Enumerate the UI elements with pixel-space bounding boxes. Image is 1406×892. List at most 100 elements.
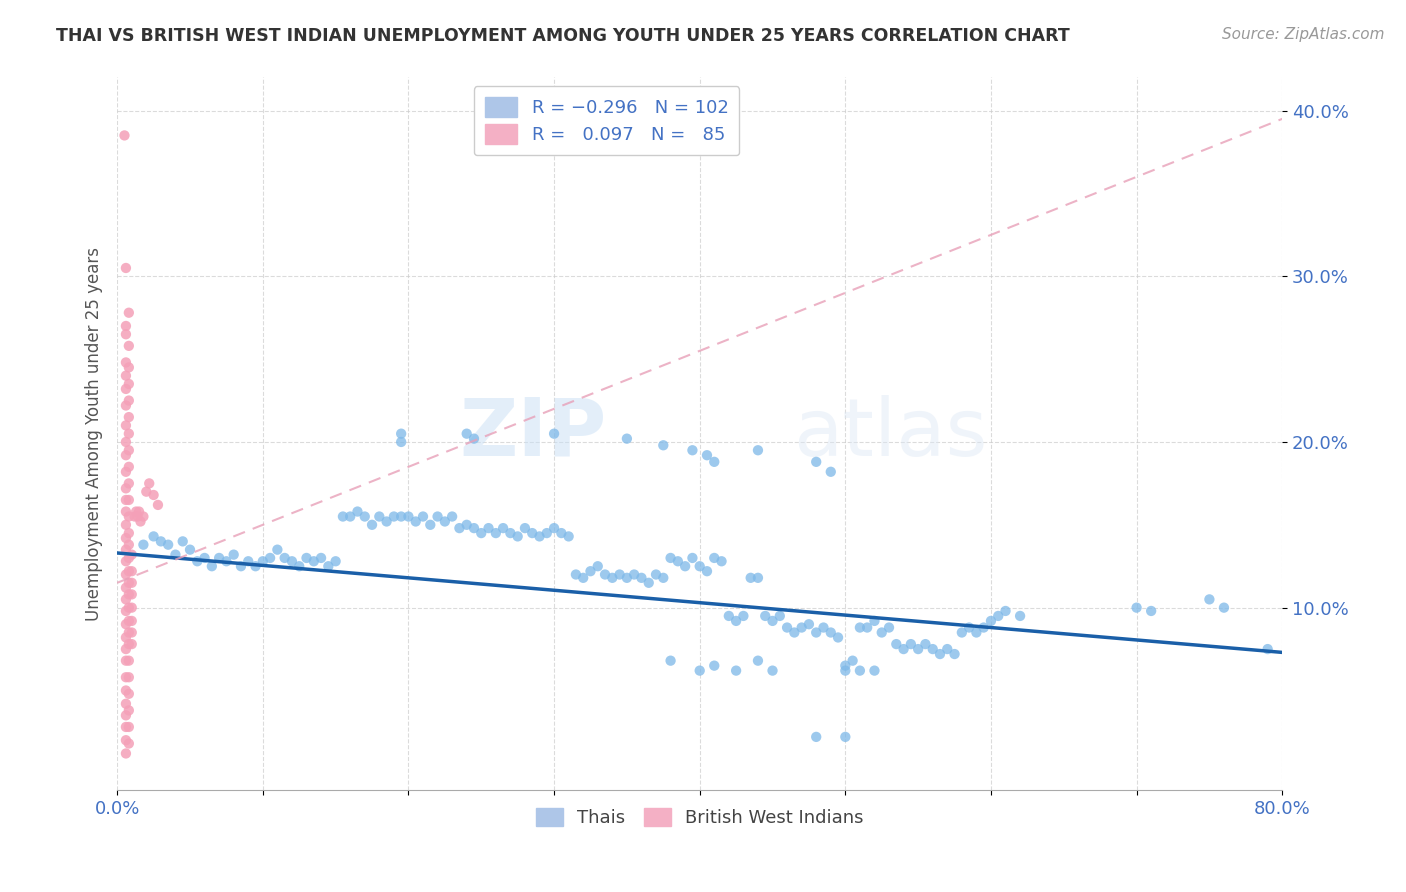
Point [115,617,138,632]
Point [115,492,138,507]
Point [353,509,375,524]
Point [115,368,138,383]
Point [419,517,441,532]
Point [652,438,675,452]
Point [118,526,141,541]
Point [118,426,141,441]
Point [456,426,478,441]
Point [790,621,813,635]
Point [118,443,141,458]
Point [332,509,354,524]
Point [1213,600,1236,615]
Point [522,526,544,541]
Point [127,509,149,524]
Point [118,551,141,566]
Point [115,318,138,333]
Point [463,432,485,446]
Point [115,733,138,747]
Point [637,575,659,590]
Point [441,509,464,524]
Point [572,571,595,585]
Point [208,551,231,566]
Point [118,614,141,628]
Point [118,492,141,507]
Point [616,432,638,446]
Point [761,614,783,628]
Point [135,484,157,499]
Point [492,521,515,535]
Point [754,609,776,624]
Point [725,614,748,628]
Point [288,559,311,574]
Point [957,621,980,635]
Point [118,476,141,491]
Point [994,604,1017,618]
Point [193,551,215,566]
Point [733,609,755,624]
Point [673,559,696,574]
Point [368,509,391,524]
Point [229,559,252,574]
Point [118,459,141,474]
Point [118,376,141,391]
Point [115,654,138,668]
Point [125,504,148,518]
Point [593,567,616,582]
Point [129,515,152,529]
Point [121,614,143,628]
Point [806,625,828,640]
Point [797,617,820,632]
Point [936,642,959,657]
Point [965,625,987,640]
Point [115,567,138,582]
Point [499,526,522,541]
Point [115,631,138,645]
Point [681,443,703,458]
Point [827,631,849,645]
Point [118,720,141,734]
Point [921,642,943,657]
Point [543,426,565,441]
Point [375,515,398,529]
Point [121,575,143,590]
Point [172,534,194,549]
Point [398,509,420,524]
Point [609,567,631,582]
Point [536,526,558,541]
Point [118,360,141,375]
Point [652,571,675,585]
Point [121,564,143,578]
Point [115,260,138,275]
Point [115,604,138,618]
Point [318,559,340,574]
Point [689,559,711,574]
Point [893,642,915,657]
Point [115,531,138,545]
Point [128,504,150,518]
Point [118,703,141,717]
Point [115,481,138,495]
Point [118,687,141,701]
Point [142,488,165,502]
Point [543,521,565,535]
Point [121,548,143,562]
Point [115,747,138,761]
Point [877,621,900,635]
Point [118,637,141,651]
Point [513,521,536,535]
Point [950,625,973,640]
Point [477,521,499,535]
Point [115,592,138,607]
Point [115,697,138,711]
Point [115,418,138,433]
Point [115,720,138,734]
Text: THAI VS BRITISH WEST INDIAN UNEMPLOYMENT AMONG YOUTH UNDER 25 YEARS CORRELATION : THAI VS BRITISH WEST INDIAN UNEMPLOYMENT… [56,27,1070,45]
Point [849,621,872,635]
Point [987,609,1010,624]
Point [980,614,1002,628]
Point [295,551,318,566]
Point [681,551,703,566]
Point [929,647,952,661]
Point [856,621,879,635]
Point [973,621,995,635]
